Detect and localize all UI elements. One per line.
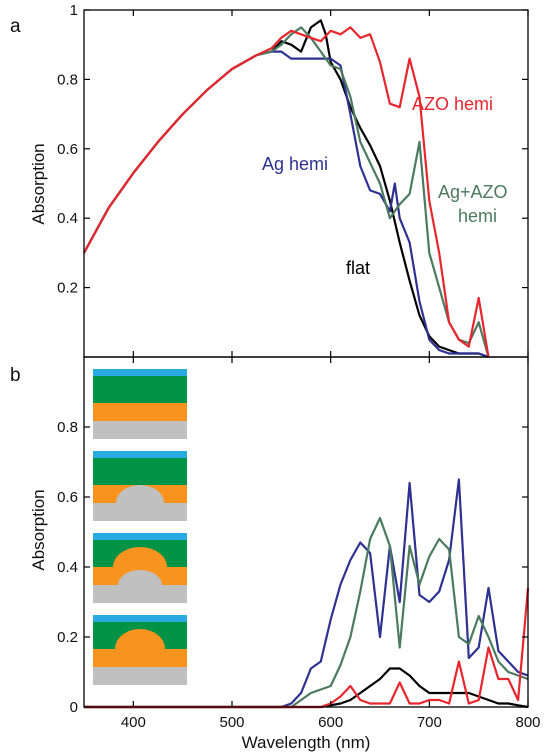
- y-tick-label: 0.2: [57, 629, 78, 646]
- x-tick-label: 600: [318, 714, 343, 731]
- panel-b-ylabel: Absorption: [29, 489, 48, 570]
- inset-flat: [93, 369, 187, 439]
- y-tick-label: 0.2: [57, 280, 78, 297]
- panel-a-series: [83, 19, 490, 359]
- y-tick-label: 1: [70, 2, 78, 19]
- panel-b-label: b: [10, 365, 21, 386]
- annotation-ag-azo-hemi-line2: hemi: [458, 206, 497, 226]
- y-tick-label: 0.4: [57, 559, 78, 576]
- inset-ag-hemi: [93, 451, 187, 521]
- y-tick-label: 0.6: [57, 489, 78, 506]
- annotation-ag-azo-hemi-line1: Ag+AZO: [438, 182, 508, 202]
- series-line-flat: [84, 667, 529, 709]
- panel-a: 0.2 0.4 0.6 0.8 1 a Absorption AZO hemi Ag h…: [10, 2, 529, 359]
- y-tick-label: 0.8: [57, 419, 78, 436]
- inset-azo-hemi: [93, 615, 187, 685]
- y-tick-label: 0: [70, 699, 78, 716]
- panel-a-label: a: [10, 16, 21, 37]
- series-line-ag-azo-hemi: [84, 516, 529, 709]
- y-tick-label: 0.8: [57, 71, 78, 88]
- series-line-azo-hemi: [83, 26, 490, 358]
- panel-b-frame: [83, 356, 529, 708]
- panel-b-series: [84, 478, 530, 709]
- x-axis-label: Wavelength (nm): [242, 733, 371, 752]
- x-tick-label: 700: [417, 714, 442, 731]
- panel-b: 0 0.2 0.4 0.6 0.8 400 500 600 700 800 b Absorptio…: [10, 356, 541, 752]
- inset-ag-azo-hemi: [93, 533, 187, 603]
- panel-b-ticks: 0 0.2 0.4 0.6 0.8 400 500 600 700 800: [57, 357, 541, 731]
- series-line-ag-hemi: [84, 478, 529, 709]
- y-tick-label: 0.6: [57, 141, 78, 158]
- x-tick-label: 500: [219, 714, 244, 731]
- panel-a-ylabel: Absorption: [29, 143, 48, 224]
- annotation-azo-hemi: AZO hemi: [412, 94, 493, 114]
- x-tick-label: 400: [121, 714, 146, 731]
- annotation-ag-hemi: Ag hemi: [262, 154, 328, 174]
- annotation-flat: flat: [346, 258, 370, 278]
- series-line-azo-hemi: [84, 587, 530, 709]
- panel-a-ticks: 0.2 0.4 0.6 0.8 1: [57, 2, 529, 357]
- x-tick-label: 800: [515, 714, 540, 731]
- y-tick-label: 0.4: [57, 210, 78, 227]
